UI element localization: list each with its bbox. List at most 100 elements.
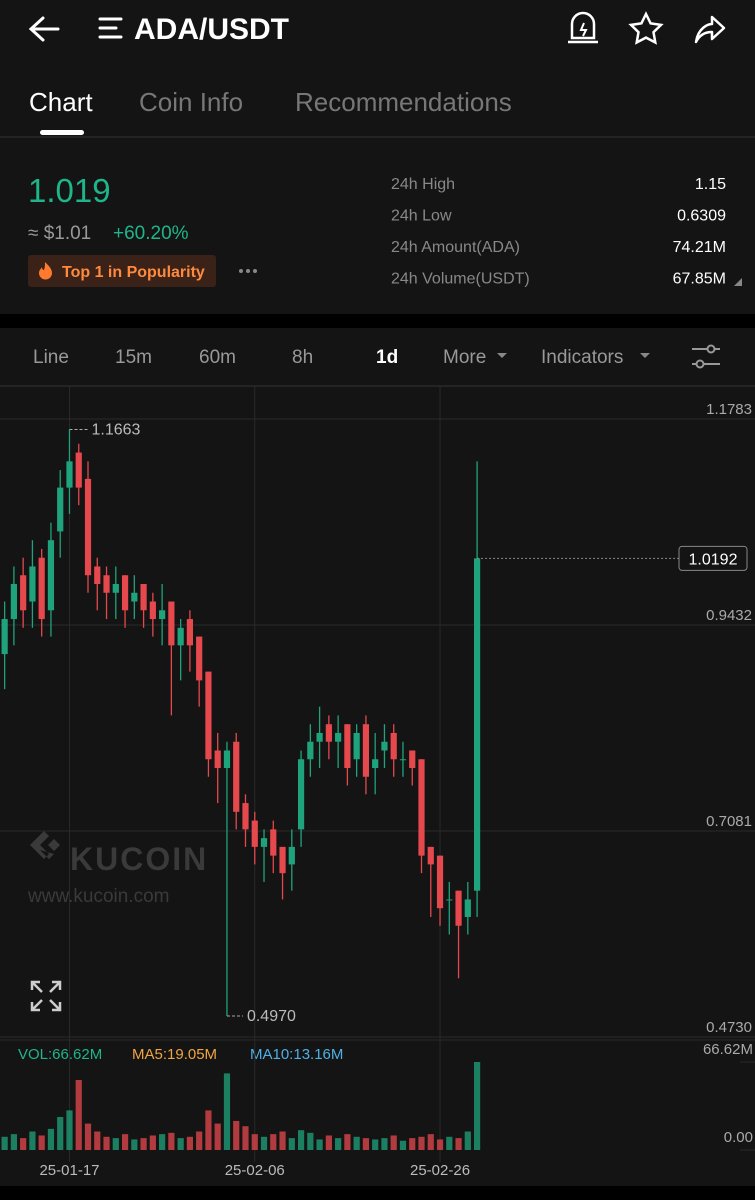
volume-bar [223,1073,231,1150]
volume-bar [372,1139,379,1150]
volume-bar [47,1128,55,1150]
volume-bar [436,1139,444,1150]
pair-title: ADA/USDT [134,13,289,46]
y-tick-label: 0.7081 [706,813,752,830]
interval-option[interactable]: Line [33,347,69,368]
candle-body [20,575,27,611]
volume-bar [316,1139,323,1150]
fullscreen-icon[interactable] [30,980,62,1012]
volume-bar [297,1130,305,1150]
volume-bar [214,1123,221,1150]
volume-bar [140,1138,147,1150]
candle-body [372,759,379,769]
candle-body [353,732,360,760]
dropdown-arrow [640,353,650,358]
candle-body [427,846,434,865]
volume-bar [251,1134,258,1150]
share-icon[interactable] [694,15,726,44]
y-tick-label: 0.4730 [706,1019,752,1036]
min-marker-label: 0.4970 [247,1008,296,1025]
candle-body [335,732,342,742]
badge-text: Top 1 in Popularity [62,264,205,281]
candle-body [75,452,82,488]
settings-icon[interactable] [692,344,720,369]
volume-bar [325,1135,332,1150]
alert-icon[interactable] [568,11,598,44]
volume-bar [233,1120,240,1150]
candle-body [38,557,45,620]
interval-option[interactable]: 15m [115,347,152,368]
candle-body [177,627,184,646]
volume-bar [242,1126,249,1150]
tab[interactable]: Recommendations [295,87,512,117]
stats: 24h High 1.15 24h Low 0.6309 24h Amount(ADA)… [391,176,726,288]
candle-body [57,487,64,532]
volume-bar [353,1136,360,1150]
candle-body [47,540,55,611]
volume-bar [10,1134,17,1150]
candle-body [121,575,129,611]
volume-bar [75,1079,82,1150]
x-tick-label: 25-01-17 [39,1162,99,1179]
volume-bar [270,1134,277,1150]
volume-bar [57,1116,64,1150]
candle-body [214,750,221,769]
volume-bar [149,1135,156,1150]
more-dots[interactable] [239,269,257,273]
candle-body [29,566,36,602]
volume-bar [29,1131,36,1150]
candle-body [381,741,388,751]
candle-body [464,899,471,917]
usd-price: ≈ $1.01 [28,223,91,244]
volume-bar [399,1140,407,1150]
tab[interactable]: Coin Info [139,87,243,117]
candle-body [103,575,110,593]
candle-body [233,741,240,812]
candle-body [288,846,295,865]
volume-bar [131,1139,138,1150]
volume-tick-label: 0.00 [724,1129,753,1146]
stat-label: 24h Low [391,208,452,225]
favorite-icon[interactable] [628,11,664,45]
ma10-legend: MA10:13.16M [250,1046,343,1063]
tab-active[interactable]: Chart [29,87,93,117]
watermark-url: www.kucoin.com [27,886,170,907]
volume-bar [186,1136,194,1150]
interval-option[interactable]: 8h [292,347,313,368]
candle-body [399,759,407,761]
interval-option[interactable]: 60m [199,347,236,368]
candle-body [251,820,258,847]
ma5-legend: MA5:19.05M [132,1046,217,1063]
volume-bar [205,1110,212,1150]
candle-body [446,899,453,901]
volume-bar [66,1110,73,1150]
stat-label: 24h Volume(USDT) [391,271,530,288]
candle-body [455,890,462,926]
volume-bar [409,1138,416,1150]
stat-label: 24h Amount(ADA) [391,239,520,256]
interval-option[interactable]: Indicators [541,347,623,368]
candle-body [205,671,212,760]
interval-option[interactable]: 1d [376,347,398,368]
volume-bar [455,1138,462,1150]
candle-body [140,584,147,611]
volume-bar [1,1136,8,1150]
max-marker-label: 1.1663 [91,422,140,439]
candle-body [436,855,444,909]
volume-bar [381,1138,388,1150]
volume-bar [446,1136,453,1150]
candle-body [270,829,277,856]
stat-value: 0.6309 [677,208,726,225]
candle-body [196,636,203,681]
stat-corner [734,278,742,286]
popularity-badge[interactable] [28,255,216,287]
back-button[interactable] [28,16,60,42]
interval-bar: Line 15m 60m 8h 1d More Indicators [33,347,623,368]
volume-bar [427,1134,434,1150]
tab-underline [40,130,84,135]
candle-body [84,478,92,576]
menu-icon[interactable] [98,17,123,39]
interval-option[interactable]: More [443,347,486,368]
